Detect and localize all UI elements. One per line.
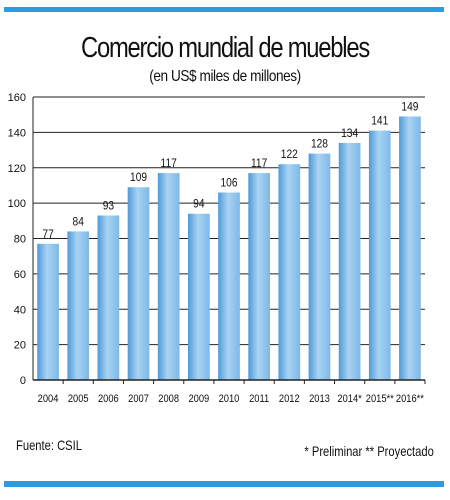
data-labels: 77 84 93 109 117 94 106 117 122 128 134 141 149: [42, 101, 418, 241]
source-note: Fuente: CSIL: [16, 437, 82, 453]
data-label: 117: [161, 157, 177, 170]
data-label: 84: [73, 216, 84, 229]
y-tick-label: 60: [14, 269, 26, 281]
footnote: * Preliminar ** Proyectado: [304, 443, 434, 459]
data-label: 77: [42, 228, 53, 241]
data-label: 94: [193, 198, 204, 211]
x-tick-label: 2014*: [337, 393, 361, 405]
y-tick-label: 140: [8, 127, 26, 139]
x-tick-label: 2004: [38, 393, 59, 405]
bars: [37, 116, 421, 381]
bar: [67, 231, 90, 380]
data-label: 93: [103, 200, 114, 213]
bar: [368, 130, 391, 380]
data-label: 106: [220, 177, 237, 190]
data-label: 109: [130, 172, 147, 185]
data-label: 149: [401, 101, 418, 114]
bar: [338, 142, 361, 380]
data-label: 128: [311, 138, 328, 151]
x-tick-label: 2005: [68, 393, 89, 405]
data-label: 134: [341, 127, 358, 140]
bar: [308, 153, 331, 380]
x-tick-label: 2011: [249, 393, 269, 405]
x-tick-label: 2008: [158, 393, 179, 405]
x-tick-label: 2010: [219, 393, 240, 405]
x-tick-label: 2009: [188, 393, 209, 405]
x-tick-label: 2006: [98, 393, 119, 405]
y-tick-label: 0: [20, 375, 26, 387]
bar: [278, 164, 301, 380]
top-accent-band: [4, 7, 444, 12]
data-label: 141: [371, 115, 388, 128]
x-tick-label: 2016**: [396, 393, 424, 405]
axes: 0 20 40 60 80 100 120 140 160 2004 2005 2006 2007 200…: [8, 92, 426, 405]
x-tick-label: 2015**: [366, 393, 394, 405]
chart-subtitle: (en US$ miles de millones): [149, 68, 301, 85]
bottom-accent-band: [4, 481, 444, 487]
y-tick-label: 20: [14, 340, 26, 352]
bar: [218, 192, 240, 380]
bar: [399, 116, 421, 381]
data-label: 122: [281, 149, 298, 162]
bar: [248, 173, 271, 380]
bar: [187, 213, 210, 380]
bar: [97, 215, 120, 380]
chart-title: Comercio mundial de muebles: [81, 32, 370, 64]
data-label: 117: [251, 157, 267, 170]
y-tick-label: 100: [8, 198, 26, 210]
y-tick-label: 80: [14, 234, 26, 246]
x-tick-label: 2007: [128, 393, 149, 405]
bar: [157, 173, 180, 380]
y-tick-label: 160: [8, 92, 26, 104]
x-tick-label: 2013: [309, 393, 330, 405]
bar: [37, 243, 59, 380]
x-tick-label: 2012: [279, 393, 300, 405]
bar: [127, 187, 150, 380]
y-tick-label: 40: [14, 304, 26, 316]
y-tick-label: 120: [8, 163, 26, 175]
